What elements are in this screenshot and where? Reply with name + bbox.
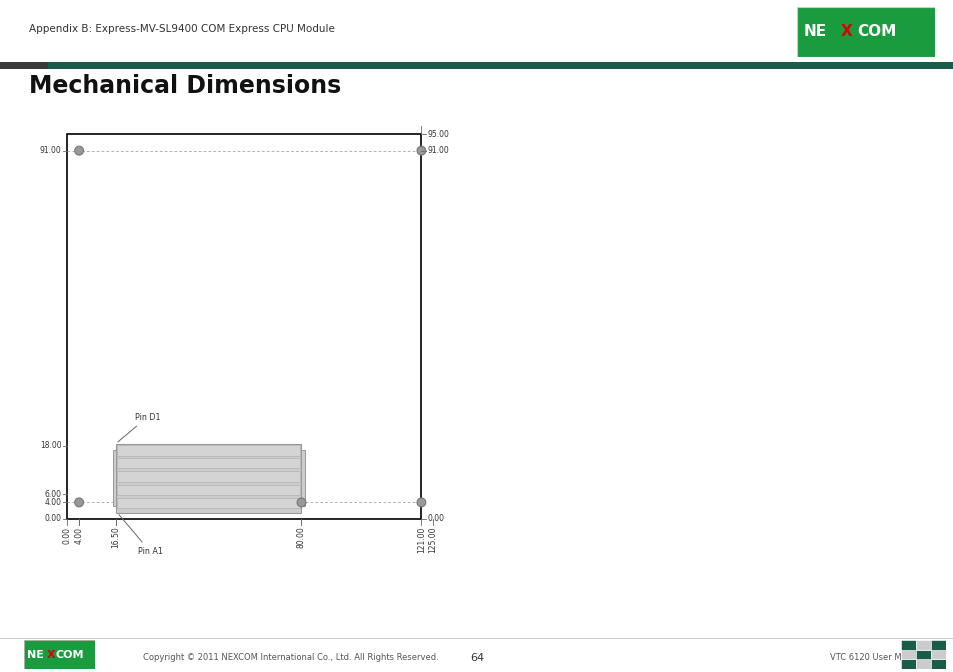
Text: VTC 6120 User Manual: VTC 6120 User Manual [829,653,924,663]
Text: 125.00: 125.00 [428,527,437,553]
Ellipse shape [74,498,84,507]
Bar [915,659,930,669]
Bar [117,498,299,509]
Text: NE: NE [802,24,825,40]
Bar [900,659,915,669]
Text: 91.00: 91.00 [40,146,62,155]
Bar [915,650,930,659]
Bar [301,450,305,507]
Text: 18.00: 18.00 [40,442,62,450]
Text: 64: 64 [470,653,483,663]
Text: NE: NE [28,650,44,659]
Text: 121.00: 121.00 [416,527,425,553]
Bar [930,650,945,659]
Text: COM: COM [857,24,896,40]
Text: 16.50: 16.50 [112,527,120,548]
Text: 6.00: 6.00 [45,490,62,499]
Bar [900,640,915,650]
Text: 0.00: 0.00 [427,514,444,523]
Text: COM: COM [55,650,84,659]
Bar [930,659,945,669]
Text: 0.00: 0.00 [45,514,62,523]
Ellipse shape [296,498,306,507]
Bar [115,444,301,513]
Bar [117,446,299,456]
Text: 4.00: 4.00 [74,527,84,544]
Text: X: X [840,24,852,40]
Text: X: X [47,650,55,659]
Bar [68,134,421,519]
Text: Appendix B: Express-MV-SL9400 COM Express CPU Module: Appendix B: Express-MV-SL9400 COM Expres… [29,24,335,34]
Ellipse shape [416,498,425,507]
Bar [900,650,915,659]
Text: Pin D1: Pin D1 [117,413,160,442]
Text: Copyright © 2011 NEXCOM International Co., Ltd. All Rights Reserved.: Copyright © 2011 NEXCOM International Co… [143,653,438,663]
Text: 0.00: 0.00 [63,527,71,544]
Bar [112,450,116,507]
Ellipse shape [74,146,84,155]
Text: 95.00: 95.00 [427,130,449,139]
Text: Mechanical Dimensions: Mechanical Dimensions [29,74,340,97]
Bar [117,458,299,468]
Ellipse shape [416,146,425,155]
Bar [117,485,299,495]
Bar [930,640,945,650]
Bar [117,471,299,482]
Text: 91.00: 91.00 [427,146,449,155]
Bar [915,640,930,650]
Text: Pin A1: Pin A1 [119,515,162,556]
Text: 4.00: 4.00 [45,498,62,507]
Bar [0,62,48,69]
Text: 80.00: 80.00 [296,527,306,548]
